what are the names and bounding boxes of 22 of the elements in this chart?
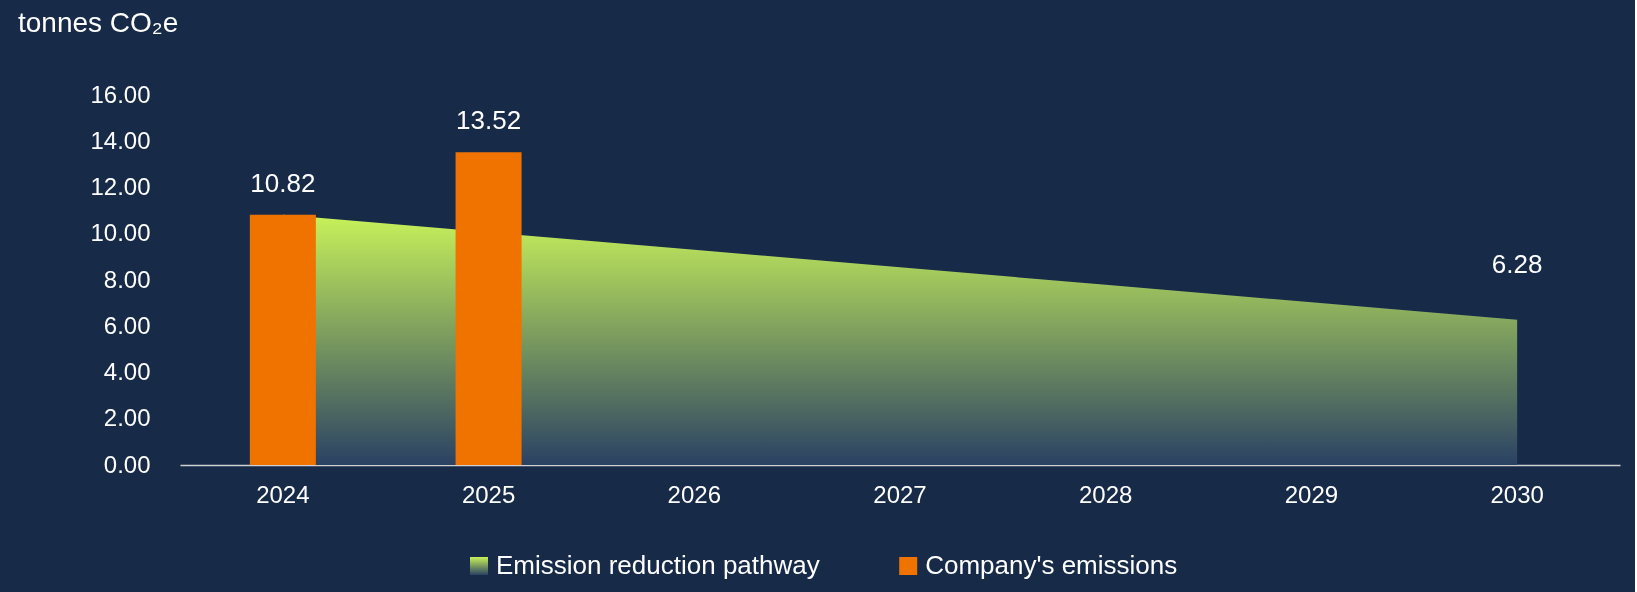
y-tick-label: 14.00 <box>90 126 151 154</box>
data-label: 6.28 <box>1491 248 1543 279</box>
y-tick-label: 16.00 <box>90 80 151 108</box>
x-tick-label: 2029 <box>1284 480 1339 508</box>
y-axis-title: tonnes CO₂e <box>18 7 179 38</box>
x-tick-label: 2028 <box>1079 480 1133 508</box>
x-tick-label: 2030 <box>1490 480 1544 508</box>
legend-label: Company's emissions <box>925 550 1178 580</box>
data-label: 10.82 <box>250 167 316 198</box>
y-tick-label: 10.00 <box>90 219 151 247</box>
y-tick-label: 0.00 <box>103 450 151 478</box>
y-tick-label: 4.00 <box>103 358 151 385</box>
x-tick-label: 2024 <box>256 480 310 508</box>
legend-label: Emission reduction pathway <box>496 550 820 580</box>
y-tick-label: 8.00 <box>103 265 151 293</box>
data-label: 13.52 <box>456 105 522 136</box>
y-tick-label: 2.00 <box>103 404 151 432</box>
x-tick-label: 2027 <box>873 480 927 508</box>
x-tick-label: 2026 <box>667 480 721 508</box>
x-tick-label: 2025 <box>461 480 516 508</box>
y-tick-label: 12.00 <box>90 173 151 200</box>
y-tick-label: 6.00 <box>103 311 151 339</box>
